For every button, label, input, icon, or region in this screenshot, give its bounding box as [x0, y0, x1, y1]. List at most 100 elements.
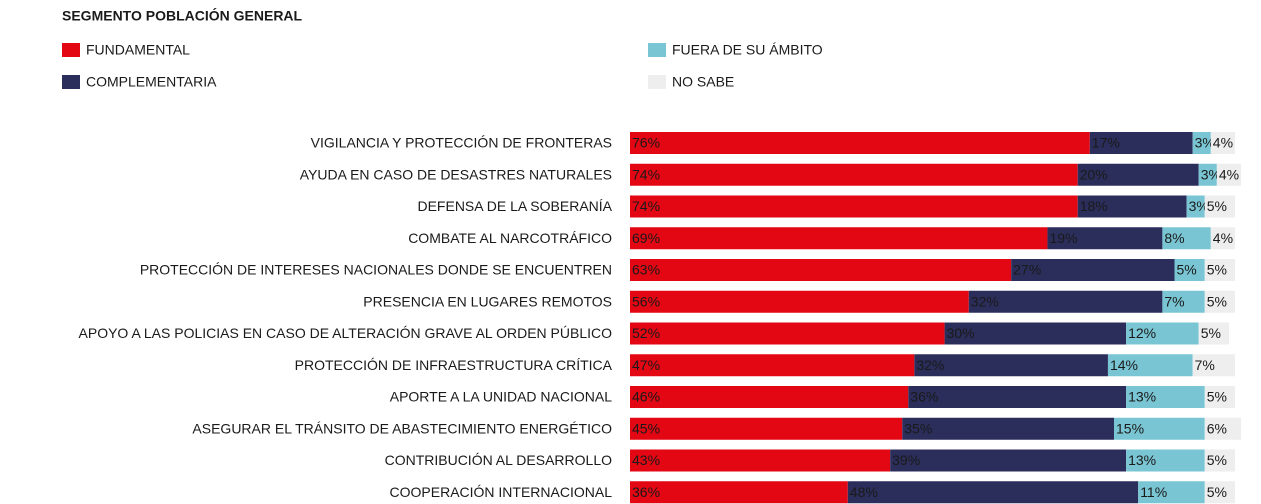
- bar-segment: [908, 386, 1127, 408]
- bar-segment: [630, 259, 1012, 281]
- bar-segment: [1204, 481, 1235, 504]
- bar-segment: [630, 227, 1048, 250]
- category-label: APORTE A LA UNIDAD NACIONAL: [390, 389, 612, 405]
- legend-swatch: [648, 75, 666, 89]
- value-label: 7%: [1164, 293, 1184, 309]
- bar-segment: [1204, 417, 1242, 440]
- value-label: 4%: [1213, 230, 1233, 246]
- category-label: CONTRIBUCIÓN AL DESARROLLO: [385, 452, 613, 468]
- value-label: 43%: [632, 452, 660, 468]
- bar-segment: [1192, 132, 1211, 154]
- value-label: 52%: [632, 325, 660, 341]
- value-label: 13%: [1128, 452, 1156, 468]
- bar-segment: [944, 322, 1127, 345]
- value-label: 5%: [1207, 198, 1227, 214]
- value-label: 3%: [1201, 166, 1221, 182]
- category-label: COMBATE AL NARCOTRÁFICO: [408, 230, 612, 246]
- value-label: 3%: [1195, 135, 1215, 151]
- category-label: COOPERACIÓN INTERNACIONAL: [390, 484, 613, 500]
- value-label: 47%: [632, 357, 660, 373]
- value-label: 5%: [1207, 484, 1227, 500]
- chart-title: SEGMENTO POBLACIÓN GENERAL: [62, 7, 303, 24]
- bar-segment: [1204, 259, 1235, 281]
- value-label: 39%: [892, 452, 920, 468]
- bar-segment: [1210, 227, 1235, 250]
- bar-segment: [1077, 163, 1199, 186]
- value-label: 8%: [1164, 230, 1184, 246]
- bar-segment: [1186, 195, 1205, 218]
- value-label: 5%: [1207, 452, 1227, 468]
- category-label: PROTECCIÓN DE INFRAESTRUCTURA CRÍTICA: [295, 357, 613, 373]
- category-label: AYUDA EN CASO DE DESASTRES NATURALES: [300, 166, 612, 182]
- bar-segment: [630, 386, 909, 408]
- bar-segment: [914, 354, 1108, 377]
- value-label: 6%: [1207, 420, 1227, 436]
- bar-segment: [1174, 259, 1205, 281]
- bar-segment: [1114, 417, 1205, 440]
- bar-segment: [1192, 354, 1235, 377]
- category-label: PRESENCIA EN LUGARES REMOTOS: [363, 293, 612, 309]
- category-label: APOYO A LAS POLICIAS EN CASO DE ALTERACI…: [79, 325, 613, 341]
- bar-segment: [1126, 322, 1199, 345]
- value-label: 12%: [1128, 325, 1156, 341]
- bar-segment: [1216, 163, 1242, 186]
- value-label: 13%: [1128, 389, 1156, 405]
- bar-segment: [847, 481, 1139, 504]
- bar-segment: [1107, 354, 1193, 377]
- value-label: 5%: [1207, 293, 1227, 309]
- value-label: 36%: [910, 389, 938, 405]
- value-label: 30%: [947, 325, 975, 341]
- bar-segment: [630, 481, 848, 504]
- bar-segment: [630, 449, 891, 472]
- category-label: VIGILANCIA Y PROTECCIÓN DE FRONTERAS: [311, 135, 612, 151]
- bar-segment: [1126, 449, 1205, 472]
- bar-segment: [630, 163, 1078, 186]
- value-label: 63%: [632, 262, 660, 278]
- legend-label: COMPLEMENTARIA: [86, 74, 217, 90]
- bar-segment: [1210, 132, 1235, 154]
- value-label: 27%: [1013, 262, 1041, 278]
- value-label: 32%: [971, 293, 999, 309]
- value-label: 14%: [1110, 357, 1138, 373]
- bar-segment: [890, 449, 1127, 472]
- value-label: 69%: [632, 230, 660, 246]
- value-label: 17%: [1092, 135, 1120, 151]
- value-label: 74%: [632, 166, 660, 182]
- bar-segment: [630, 132, 1090, 154]
- value-label: 18%: [1080, 198, 1108, 214]
- value-label: 15%: [1116, 420, 1144, 436]
- bar-segment: [1138, 481, 1205, 504]
- value-label: 4%: [1219, 166, 1239, 182]
- bar-segment: [1204, 386, 1235, 408]
- category-label: ASEGURAR EL TRÁNSITO DE ABASTECIMIENTO E…: [192, 420, 612, 436]
- bar-segment: [1204, 290, 1235, 313]
- value-label: 7%: [1195, 357, 1215, 373]
- bar-segment: [630, 195, 1078, 218]
- bar-segment: [968, 290, 1163, 313]
- bar-segment: [1162, 227, 1211, 250]
- bar-segment: [1204, 449, 1235, 472]
- value-label: 35%: [904, 420, 932, 436]
- legend-swatch: [648, 43, 666, 57]
- value-label: 36%: [632, 484, 660, 500]
- value-label: 76%: [632, 135, 660, 151]
- value-label: 5%: [1207, 262, 1227, 278]
- value-label: 19%: [1049, 230, 1077, 246]
- legend-label: NO SABE: [672, 74, 734, 90]
- value-label: 20%: [1080, 166, 1108, 182]
- value-label: 48%: [850, 484, 878, 500]
- value-label: 5%: [1207, 389, 1227, 405]
- bar-segment: [630, 354, 915, 377]
- bar-segment: [1011, 259, 1175, 281]
- bar-segment: [1204, 195, 1235, 218]
- category-label: DEFENSA DE LA SOBERANÍA: [417, 198, 612, 214]
- bar-segment: [1162, 290, 1205, 313]
- category-label: PROTECCIÓN DE INTERESES NACIONALES DONDE…: [140, 262, 612, 278]
- value-label: 4%: [1213, 135, 1233, 151]
- value-label: 11%: [1140, 484, 1167, 500]
- bar-segment: [1077, 195, 1187, 218]
- value-label: 32%: [916, 357, 944, 373]
- value-label: 74%: [632, 198, 660, 214]
- bar-segment: [1198, 322, 1229, 345]
